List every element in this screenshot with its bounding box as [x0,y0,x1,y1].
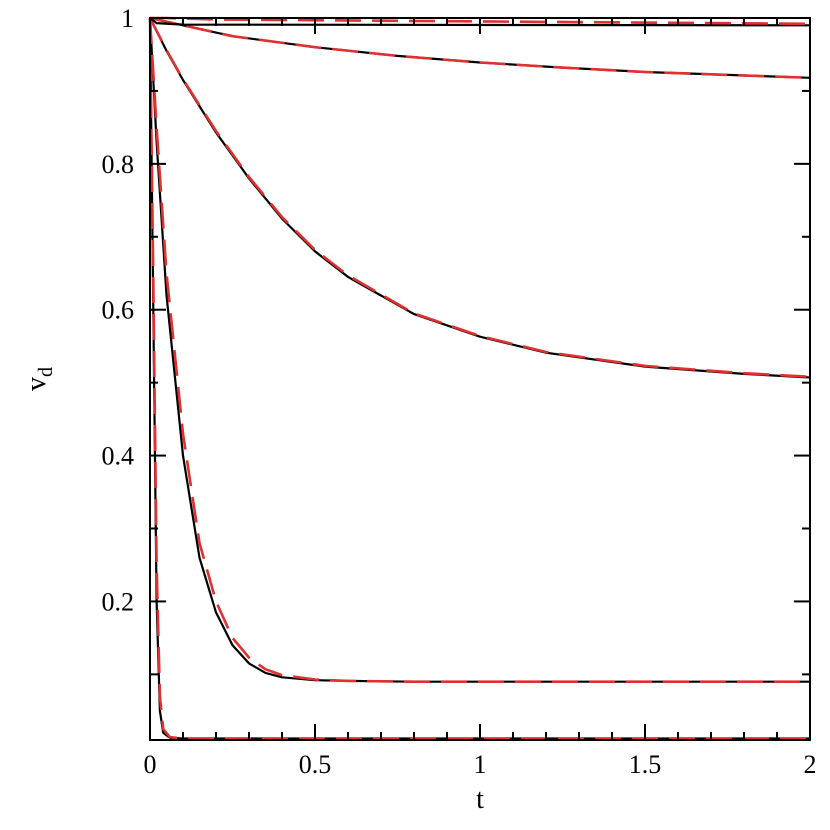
x-tick-label: 0 [144,750,157,779]
x-tick-label: 2 [804,750,817,779]
series-line-dashed-7 [149,16,811,80]
tick-labels-layer: 0 0.5 1 1.5 2 0.2 0.4 0.6 0.8 1 [102,4,817,779]
series-line-solid-2 [148,17,810,683]
x-tick-label: 1 [474,750,487,779]
series-line-solid-4 [149,17,811,379]
ticks-layer [150,18,810,740]
y-axis-label-subscript: d [35,367,57,377]
x-axis-label: t [476,784,484,815]
y-axis-label: vd [21,367,57,391]
series-line-dashed-3 [148,17,810,684]
series-line-dashed-1 [148,17,810,740]
x-tick-label: 1.5 [629,750,662,779]
x-tick-label: 0.5 [299,750,332,779]
series-line-dashed-5 [148,17,811,379]
y-tick-label: 0.8 [102,150,135,179]
series-line-solid-8 [149,17,811,27]
y-tick-label: 1 [121,4,134,33]
y-tick-label: 0.4 [102,442,135,471]
plot-frame [149,17,811,741]
y-tick-label: 0.2 [102,587,135,616]
series-layer [148,16,811,740]
y-tick-label: 0.6 [102,296,135,325]
series-line-solid-0 [148,17,810,740]
y-axis-label-main: v [21,377,52,391]
